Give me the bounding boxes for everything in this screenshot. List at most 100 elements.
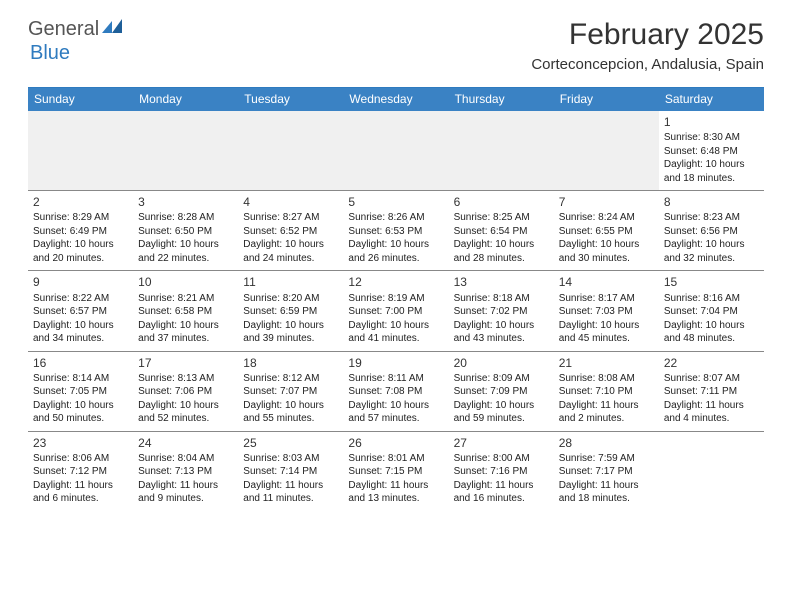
sunset-text: Sunset: 7:07 PM <box>243 385 338 399</box>
day-cell: 10Sunrise: 8:21 AMSunset: 6:58 PMDayligh… <box>133 271 238 350</box>
day-cell: 15Sunrise: 8:16 AMSunset: 7:04 PMDayligh… <box>659 271 764 350</box>
daylight-text: Daylight: 10 hours and 50 minutes. <box>33 399 128 426</box>
sunset-text: Sunset: 7:06 PM <box>138 385 233 399</box>
day-cell <box>659 432 764 511</box>
sunrise-text: Sunrise: 8:18 AM <box>454 292 549 306</box>
day-number: 21 <box>559 355 654 371</box>
day-number: 18 <box>243 355 338 371</box>
daylight-text: Daylight: 10 hours and 45 minutes. <box>559 319 654 346</box>
sunrise-text: Sunrise: 8:19 AM <box>348 292 443 306</box>
sunrise-text: Sunrise: 8:14 AM <box>33 372 128 386</box>
day-number: 23 <box>33 435 128 451</box>
sunrise-text: Sunrise: 7:59 AM <box>559 452 654 466</box>
day-cell: 12Sunrise: 8:19 AMSunset: 7:00 PMDayligh… <box>343 271 448 350</box>
daylight-text: Daylight: 11 hours and 2 minutes. <box>559 399 654 426</box>
day-number: 10 <box>138 274 233 290</box>
daylight-text: Daylight: 11 hours and 18 minutes. <box>559 479 654 506</box>
day-number: 6 <box>454 194 549 210</box>
header: General February 2025 Corteconcepcion, A… <box>0 0 792 81</box>
sunset-text: Sunset: 7:08 PM <box>348 385 443 399</box>
day-cell: 16Sunrise: 8:14 AMSunset: 7:05 PMDayligh… <box>28 352 133 431</box>
day-cell: 3Sunrise: 8:28 AMSunset: 6:50 PMDaylight… <box>133 191 238 270</box>
sunset-text: Sunset: 7:05 PM <box>33 385 128 399</box>
daylight-text: Daylight: 10 hours and 20 minutes. <box>33 238 128 265</box>
sunset-text: Sunset: 6:50 PM <box>138 225 233 239</box>
sunrise-text: Sunrise: 8:30 AM <box>664 131 759 145</box>
daylight-text: Daylight: 11 hours and 6 minutes. <box>33 479 128 506</box>
day-number: 11 <box>243 274 338 290</box>
daylight-text: Daylight: 10 hours and 22 minutes. <box>138 238 233 265</box>
sunrise-text: Sunrise: 8:25 AM <box>454 211 549 225</box>
sunset-text: Sunset: 6:56 PM <box>664 225 759 239</box>
sunset-text: Sunset: 7:16 PM <box>454 465 549 479</box>
day-cell: 17Sunrise: 8:13 AMSunset: 7:06 PMDayligh… <box>133 352 238 431</box>
sunrise-text: Sunrise: 8:16 AM <box>664 292 759 306</box>
day-cell: 18Sunrise: 8:12 AMSunset: 7:07 PMDayligh… <box>238 352 343 431</box>
day-number: 9 <box>33 274 128 290</box>
daylight-text: Daylight: 10 hours and 28 minutes. <box>454 238 549 265</box>
day-cell: 26Sunrise: 8:01 AMSunset: 7:15 PMDayligh… <box>343 432 448 511</box>
daylight-text: Daylight: 10 hours and 57 minutes. <box>348 399 443 426</box>
sunrise-text: Sunrise: 8:28 AM <box>138 211 233 225</box>
day-number: 5 <box>348 194 443 210</box>
month-title: February 2025 <box>531 18 764 52</box>
day-cell <box>238 111 343 190</box>
sunrise-text: Sunrise: 8:23 AM <box>664 211 759 225</box>
daylight-text: Daylight: 11 hours and 13 minutes. <box>348 479 443 506</box>
day-cell <box>343 111 448 190</box>
day-number: 15 <box>664 274 759 290</box>
day-number: 19 <box>348 355 443 371</box>
daylight-text: Daylight: 10 hours and 26 minutes. <box>348 238 443 265</box>
sunrise-text: Sunrise: 8:13 AM <box>138 372 233 386</box>
day-cell <box>554 111 659 190</box>
sunrise-text: Sunrise: 8:04 AM <box>138 452 233 466</box>
day-cell: 27Sunrise: 8:00 AMSunset: 7:16 PMDayligh… <box>449 432 554 511</box>
sunrise-text: Sunrise: 8:20 AM <box>243 292 338 306</box>
day-cell: 23Sunrise: 8:06 AMSunset: 7:12 PMDayligh… <box>28 432 133 511</box>
sunset-text: Sunset: 6:57 PM <box>33 305 128 319</box>
logo-text-blue: Blue <box>30 42 70 65</box>
sunset-text: Sunset: 7:04 PM <box>664 305 759 319</box>
sunrise-text: Sunrise: 8:03 AM <box>243 452 338 466</box>
sunrise-text: Sunrise: 8:29 AM <box>33 211 128 225</box>
location: Corteconcepcion, Andalusia, Spain <box>531 56 764 73</box>
logo: General <box>28 18 126 41</box>
calendar: Sunday Monday Tuesday Wednesday Thursday… <box>28 87 764 511</box>
sunrise-text: Sunrise: 8:08 AM <box>559 372 654 386</box>
day-number: 22 <box>664 355 759 371</box>
day-cell: 6Sunrise: 8:25 AMSunset: 6:54 PMDaylight… <box>449 191 554 270</box>
sunset-text: Sunset: 6:53 PM <box>348 225 443 239</box>
sunset-text: Sunset: 6:52 PM <box>243 225 338 239</box>
day-cell: 22Sunrise: 8:07 AMSunset: 7:11 PMDayligh… <box>659 352 764 431</box>
dow-row: Sunday Monday Tuesday Wednesday Thursday… <box>28 88 764 111</box>
sunrise-text: Sunrise: 8:24 AM <box>559 211 654 225</box>
day-cell: 7Sunrise: 8:24 AMSunset: 6:55 PMDaylight… <box>554 191 659 270</box>
daylight-text: Daylight: 10 hours and 18 minutes. <box>664 158 759 185</box>
day-cell: 28Sunrise: 7:59 AMSunset: 7:17 PMDayligh… <box>554 432 659 511</box>
sunset-text: Sunset: 7:02 PM <box>454 305 549 319</box>
daylight-text: Daylight: 10 hours and 24 minutes. <box>243 238 338 265</box>
daylight-text: Daylight: 11 hours and 16 minutes. <box>454 479 549 506</box>
sunrise-text: Sunrise: 8:01 AM <box>348 452 443 466</box>
sunrise-text: Sunrise: 8:21 AM <box>138 292 233 306</box>
sunset-text: Sunset: 7:12 PM <box>33 465 128 479</box>
week-row: 9Sunrise: 8:22 AMSunset: 6:57 PMDaylight… <box>28 270 764 350</box>
daylight-text: Daylight: 10 hours and 41 minutes. <box>348 319 443 346</box>
logo-text-general: General <box>28 18 99 41</box>
day-number: 1 <box>664 114 759 130</box>
day-cell: 21Sunrise: 8:08 AMSunset: 7:10 PMDayligh… <box>554 352 659 431</box>
sunrise-text: Sunrise: 8:26 AM <box>348 211 443 225</box>
day-number: 27 <box>454 435 549 451</box>
dow-saturday: Saturday <box>659 88 764 111</box>
day-number: 2 <box>33 194 128 210</box>
day-number: 3 <box>138 194 233 210</box>
day-number: 25 <box>243 435 338 451</box>
dow-sunday: Sunday <box>28 88 133 111</box>
week-row: 1Sunrise: 8:30 AMSunset: 6:48 PMDaylight… <box>28 111 764 190</box>
day-cell <box>449 111 554 190</box>
week-row: 2Sunrise: 8:29 AMSunset: 6:49 PMDaylight… <box>28 190 764 270</box>
week-row: 16Sunrise: 8:14 AMSunset: 7:05 PMDayligh… <box>28 351 764 431</box>
daylight-text: Daylight: 10 hours and 59 minutes. <box>454 399 549 426</box>
day-number: 17 <box>138 355 233 371</box>
sunset-text: Sunset: 7:03 PM <box>559 305 654 319</box>
